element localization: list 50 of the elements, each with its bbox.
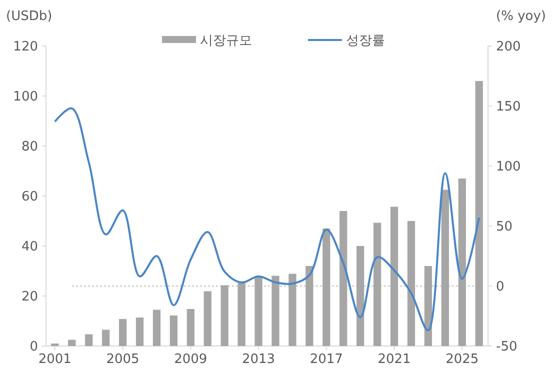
- bar: [152, 310, 161, 346]
- y-axis-title: (USDb): [6, 9, 52, 24]
- y-tick-label: 60: [21, 190, 38, 205]
- x-tick-label: 2005: [106, 352, 140, 367]
- bar: [220, 285, 228, 346]
- y-tick-label: 120: [13, 40, 38, 55]
- bar: [170, 316, 178, 346]
- y-tick-label: 20: [21, 290, 38, 305]
- bar: [475, 81, 483, 346]
- bar: [390, 206, 398, 346]
- bar: [288, 274, 296, 346]
- bar: [204, 291, 212, 346]
- y2-tick-label: 100: [496, 160, 521, 175]
- x-tick-label: 2025: [446, 352, 479, 367]
- bar: [238, 282, 246, 346]
- bar: [272, 276, 280, 346]
- line-series: [54, 107, 480, 332]
- y2-tick-label: 0: [496, 280, 504, 295]
- bar: [458, 178, 466, 346]
- bar: [356, 246, 364, 346]
- y-tick-label: 0: [30, 340, 38, 355]
- bar: [85, 334, 93, 346]
- bar: [441, 190, 449, 346]
- y-tick-label: 80: [21, 140, 38, 155]
- y-tick-label: 100: [13, 90, 38, 105]
- x-tick-label: 2021: [378, 352, 411, 367]
- bar: [186, 309, 194, 346]
- bar: [306, 266, 314, 346]
- y2-tick-label: 50: [496, 220, 513, 235]
- y-tick-label: 40: [21, 240, 38, 255]
- bar: [424, 266, 432, 346]
- x-tick-label: 2013: [242, 352, 276, 367]
- y2-tick-label: 200: [496, 40, 521, 55]
- bar: [254, 276, 262, 346]
- bar: [407, 221, 416, 346]
- legend-label: 성장률: [346, 34, 385, 49]
- y2-tick-label: -50: [496, 340, 518, 355]
- x-tick-label: 2017: [310, 352, 343, 367]
- legend-label: 시장규모: [200, 34, 252, 49]
- y2-axis-title: (% yoy): [496, 9, 546, 24]
- bar: [136, 318, 144, 346]
- bar: [68, 340, 76, 346]
- bar: [373, 222, 382, 346]
- bar: [102, 330, 110, 346]
- bar: [322, 228, 330, 346]
- x-tick-label: 2009: [174, 352, 208, 367]
- bar: [340, 211, 348, 346]
- bar: [118, 319, 127, 346]
- x-tick-label: 2001: [38, 352, 72, 367]
- y2-tick-label: 150: [496, 100, 521, 115]
